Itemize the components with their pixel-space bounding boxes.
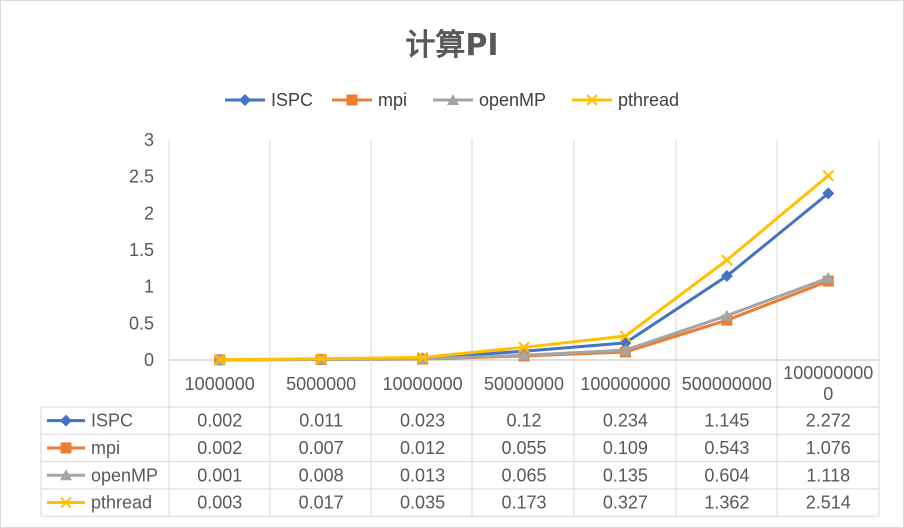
data-point-pthread (619, 330, 632, 342)
table-cell: 0.012 (400, 438, 445, 458)
table-cell: 0.065 (501, 465, 546, 485)
table-cell: 0.109 (603, 438, 648, 458)
legend-label: openMP (479, 90, 546, 110)
legend-label: mpi (378, 90, 407, 110)
table-cell: 1.145 (704, 411, 749, 431)
table-cell: 0.013 (400, 465, 445, 485)
table-cell: 0.017 (299, 493, 344, 513)
data-point-ISPC (720, 270, 733, 283)
table-cell: 0.002 (197, 438, 242, 458)
data-point-pthread (214, 354, 226, 366)
legend-marker (346, 94, 358, 106)
data-point-pthread (822, 169, 834, 182)
table-cell: 0.001 (197, 465, 242, 485)
table-cell: 0.055 (501, 438, 546, 458)
legend-marker (586, 94, 598, 106)
legend-label: ISPC (271, 90, 313, 110)
data-point-pthread (315, 353, 327, 365)
x-category-label: 0 (823, 384, 833, 404)
table-row: ISPC 0.002 0.011 0.023 0.12 0.234 1.145 2.272 (47, 411, 851, 431)
plot-series (213, 169, 835, 366)
table-cell: 1.076 (806, 438, 851, 458)
table-cell: 0.173 (501, 493, 546, 513)
data-point-openMP (720, 309, 733, 321)
data-point-openMP (619, 344, 632, 356)
legend: ISPC mpi openMP pthread (225, 90, 679, 110)
x-category-label: 1000000 (185, 374, 255, 394)
y-tick-label: 0 (144, 350, 154, 370)
legend-label: pthread (618, 90, 679, 110)
table-cell: 1.362 (704, 493, 749, 513)
table-cell: 0.007 (299, 438, 344, 458)
table-cell: 0.234 (603, 411, 648, 431)
legend-item-ISPC: ISPC (225, 90, 313, 110)
table-cell: 2.272 (806, 411, 851, 431)
table-cell: 0.002 (197, 411, 242, 431)
table-legend-marker (60, 414, 72, 427)
x-category-label: 500000000 (682, 374, 772, 394)
table-legend-marker (60, 496, 72, 509)
y-tick-label: 2.5 (129, 167, 154, 187)
table-series-label: openMP (91, 465, 158, 485)
data-point-pthread (721, 254, 733, 266)
table-cell: 0.023 (400, 411, 445, 431)
table-cell: 0.008 (299, 465, 344, 485)
x-category-label: 100000000 (783, 363, 873, 383)
table-row: mpi 0.002 0.007 0.012 0.055 0.109 0.543 1.076 (47, 438, 851, 458)
gridlines (168, 140, 880, 361)
x-category-label: 100000000 (580, 374, 670, 394)
x-category-label: 5000000 (286, 374, 356, 394)
table-cell: 0.327 (603, 493, 648, 513)
table-series-label: mpi (91, 438, 120, 458)
data-point-openMP (822, 272, 835, 284)
table-cell: 0.543 (704, 438, 749, 458)
legend-item-openMP: openMP (433, 90, 546, 110)
series-pthread (214, 169, 834, 366)
table-legend-marker (60, 469, 72, 481)
y-tick-label: 1.5 (129, 240, 154, 260)
legend-marker (447, 94, 459, 105)
legend-item-pthread: pthread (572, 90, 679, 110)
legend-marker (239, 94, 251, 106)
x-category-label: 10000000 (383, 374, 463, 394)
table-legend-marker (60, 442, 72, 454)
table-row: pthread 0.003 0.017 0.035 0.173 0.327 1.362 2.5… (47, 493, 851, 513)
table-cell: 0.604 (704, 465, 749, 485)
x-category-label: 50000000 (484, 374, 564, 394)
data-point-openMP (518, 349, 530, 361)
table-cell: 0.12 (506, 411, 541, 431)
data-table: 1000000 5000000 10000000 50000000 100000000 5… (40, 360, 880, 517)
series-line-ISPC (219, 192, 830, 362)
table-row: openMP 0.001 0.008 0.013 0.065 0.135 0.604 1.11… (47, 465, 850, 485)
table-series-label: ISPC (91, 411, 133, 431)
data-point-pthread (416, 351, 429, 364)
y-tick-label: 1 (144, 277, 154, 297)
table-cell: 0.011 (299, 411, 343, 431)
table-series-label: pthread (91, 493, 152, 513)
table-cell: 0.003 (197, 493, 242, 513)
legend-item-mpi: mpi (332, 90, 407, 110)
data-point-pthread (518, 341, 530, 354)
y-tick-label: 2 (144, 203, 154, 223)
table-cell: 2.514 (806, 493, 851, 513)
y-tick-label: 3 (144, 130, 154, 150)
chart-title: 计算PI (405, 28, 498, 63)
series-openMP (213, 272, 835, 365)
table-cell: 1.118 (806, 465, 850, 485)
series-ISPC (213, 187, 835, 366)
table-cell: 0.135 (603, 465, 648, 485)
data-point-ISPC (822, 187, 835, 200)
y-tick-label: 0.5 (129, 313, 154, 333)
y-axis: 0 0.5 1 1.5 2 2.5 3 (129, 130, 154, 370)
table-cell: 0.035 (400, 493, 445, 513)
